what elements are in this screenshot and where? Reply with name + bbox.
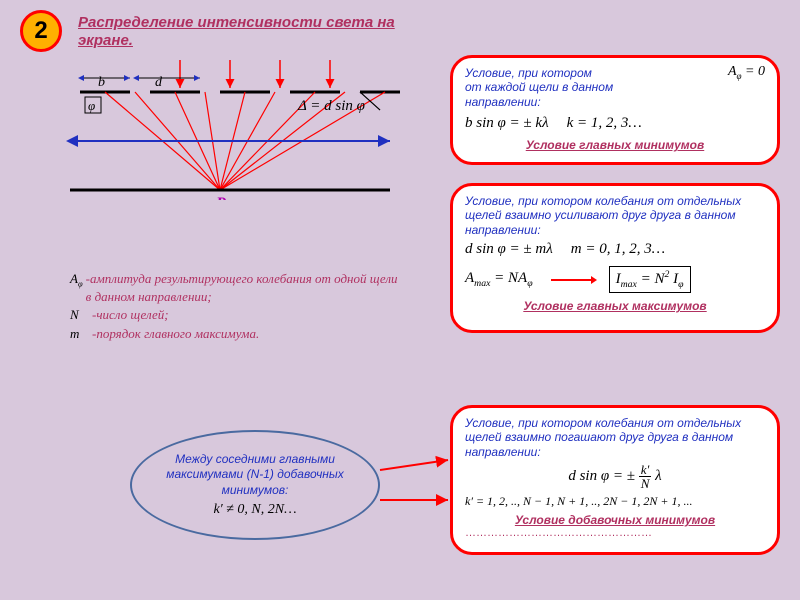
box-additional-minima: Условие, при котором колебания от отдель… xyxy=(450,405,780,555)
max-f2-right: Imax = N2 Iφ xyxy=(609,266,691,293)
title-text: Распределение интенсивности света на экр… xyxy=(78,14,395,49)
slide-number-badge: 2 xyxy=(20,10,62,52)
slide-number: 2 xyxy=(34,17,47,45)
slide-title: Распределение интенсивности света на экр… xyxy=(78,14,408,50)
add-dots: …………………………………………… xyxy=(465,527,765,539)
implies-arrow-icon xyxy=(551,279,591,281)
max-f2-left: Amax = NAφ xyxy=(465,270,533,289)
corner-formula: Aφ = 0 xyxy=(728,64,765,81)
frac-num: k′ xyxy=(639,463,652,477)
max-f1-left: d sin φ = ± mλ xyxy=(465,241,553,258)
add-intro: Условие, при котором колебания от отдель… xyxy=(465,416,765,459)
ellipse-note: Между соседними главными максимумами (N-… xyxy=(130,430,380,540)
add-lhs: d sin φ = ± xyxy=(568,468,635,484)
max-f1-right: m = 0, 1, 2, 3… xyxy=(571,241,665,258)
box-main-minima: Aφ = 0 Условие, при котором от каждой ще… xyxy=(450,55,780,165)
max-label: Условие главных максимумов xyxy=(465,299,765,313)
add-tail: λ xyxy=(655,468,662,484)
min-intro2: от каждой щели в данном направлении: xyxy=(465,80,685,109)
svg-text:d: d xyxy=(155,75,163,90)
add-label: Условие добавочных минимумов xyxy=(465,513,765,527)
min-label: Условие главных минимумов xyxy=(465,138,765,152)
svg-text:Δ = d sin φ: Δ = d sin φ xyxy=(297,98,365,114)
min-intro1: Условие, при котором xyxy=(465,66,665,80)
add-formula-k: k′ = 1, 2, .., N − 1, N + 1, .., 2N − 1,… xyxy=(465,494,765,509)
svg-text:P: P xyxy=(215,195,226,200)
diffraction-diagram: b d φ Δ = d sin φ P xyxy=(60,60,400,200)
add-formula-main: d sin φ = ± k′N λ xyxy=(465,463,765,490)
min-formula-left: b sin φ = ± kλ xyxy=(465,115,549,132)
min-formula-right: k = 1, 2, 3… xyxy=(567,115,642,132)
svg-text:φ: φ xyxy=(88,98,95,113)
ellipse-formula: k′ ≠ 0, N, 2N… xyxy=(152,502,358,518)
max-intro: Условие, при котором колебания от отдель… xyxy=(465,194,765,237)
frac-den: N xyxy=(639,477,652,490)
ellipse-text: Между соседними главными максимумами (N-… xyxy=(152,452,358,499)
legend: Aφ-амплитуда результирующего колебания о… xyxy=(70,270,400,343)
svg-text:b: b xyxy=(98,75,105,90)
box-main-maxima: Условие, при котором колебания от отдель… xyxy=(450,183,780,333)
